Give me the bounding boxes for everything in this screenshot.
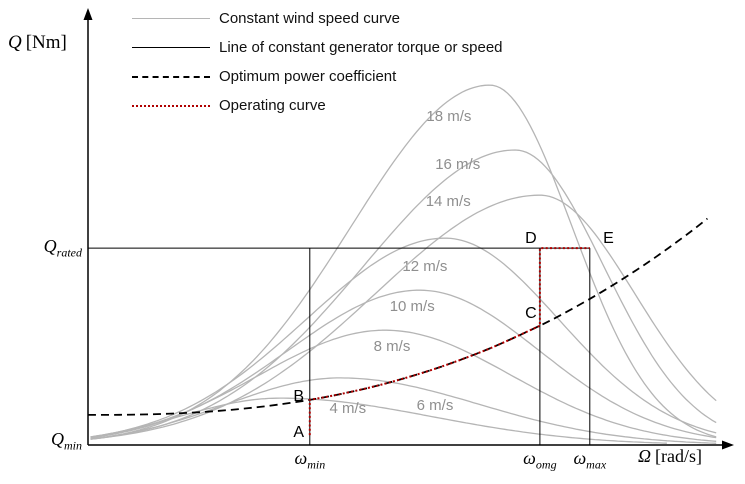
legend-item-constant-torque: Line of constant generator torque or spe… <box>132 33 503 62</box>
omega-omg-sub: omg <box>535 457 557 472</box>
x-tick-omega-max: ωmax <box>573 448 606 473</box>
y-axis-unit: [Nm] <box>25 32 67 53</box>
wind-speed-curve-6-m-s <box>90 377 717 444</box>
legend-label: Operating curve <box>219 97 326 114</box>
wind-speed-label: 4 m/s <box>329 400 366 417</box>
y-tick-q-min: Qmin <box>51 429 82 454</box>
black-line-swatch-icon <box>132 47 210 48</box>
wind-speed-curve-12-m-s <box>90 237 717 438</box>
operating-curve <box>308 247 590 436</box>
wind-speed-curve-18-m-s <box>90 84 717 440</box>
gray-line-swatch-icon <box>132 18 210 19</box>
point-label-E: E <box>603 230 614 247</box>
wind-speed-curve-16-m-s <box>90 149 717 440</box>
point-label-A: A <box>293 424 304 441</box>
legend-item-constant-wind: Constant wind speed curve <box>132 4 503 33</box>
q-min-sub: min <box>64 438 82 453</box>
point-label-B: B <box>293 388 304 405</box>
omega-min-sub: min <box>307 457 326 472</box>
y-tick-q-rated: Qrated <box>44 236 82 261</box>
omega-omg-symbol: ω <box>523 448 536 468</box>
dotted-line-swatch-icon <box>132 104 210 107</box>
wind-speed-label: 12 m/s <box>402 258 447 275</box>
point-label-C: C <box>525 305 537 322</box>
omega-max-sub: max <box>586 457 607 472</box>
wind-speed-label: 8 m/s <box>374 338 411 355</box>
legend-label: Constant wind speed curve <box>219 10 400 27</box>
x-tick-omega-omg: ωomg <box>523 448 556 473</box>
q-rated-sub: rated <box>56 245 82 260</box>
legend-item-operating-curve: Operating curve <box>132 91 503 120</box>
wind-speed-curve-10-m-s <box>90 289 717 439</box>
legend-item-optimum-cp: Optimum power coefficient <box>132 62 503 91</box>
q-rated-symbol: Q <box>43 236 57 257</box>
optimum-power-curve <box>87 217 708 416</box>
wind-speed-label: 10 m/s <box>390 298 435 315</box>
x-axis-unit: [rad/s] <box>655 446 703 466</box>
wind-speed-label: 18 m/s <box>426 108 471 125</box>
y-axis-symbol: Q <box>8 32 22 53</box>
legend-label: Optimum power coefficient <box>219 68 397 85</box>
dashed-line-swatch-icon <box>132 75 210 78</box>
point-label-D: D <box>525 230 537 247</box>
wind-speed-curve-4-m-s <box>90 397 667 444</box>
legend: Constant wind speed curve Line of consta… <box>132 4 503 120</box>
x-axis-title: Ω [rad/s] <box>638 446 702 467</box>
omega-max-symbol: ω <box>573 448 587 468</box>
legend-label: Line of constant generator torque or spe… <box>219 39 503 56</box>
y-axis-arrow-icon <box>83 8 93 20</box>
omega-min-symbol: ω <box>294 448 308 468</box>
wind-speed-label: 14 m/s <box>426 193 471 210</box>
wind-speed-curve-14-m-s <box>90 194 717 440</box>
q-min-symbol: Q <box>51 428 64 449</box>
x-tick-omega-min: ωmin <box>294 448 325 473</box>
x-axis-arrow-icon <box>722 440 734 450</box>
x-axis-symbol: Ω <box>638 446 652 466</box>
wind-speed-label: 6 m/s <box>417 397 454 414</box>
y-axis-title: Q [Nm] <box>8 32 67 54</box>
wind-speed-label: 16 m/s <box>435 156 480 173</box>
